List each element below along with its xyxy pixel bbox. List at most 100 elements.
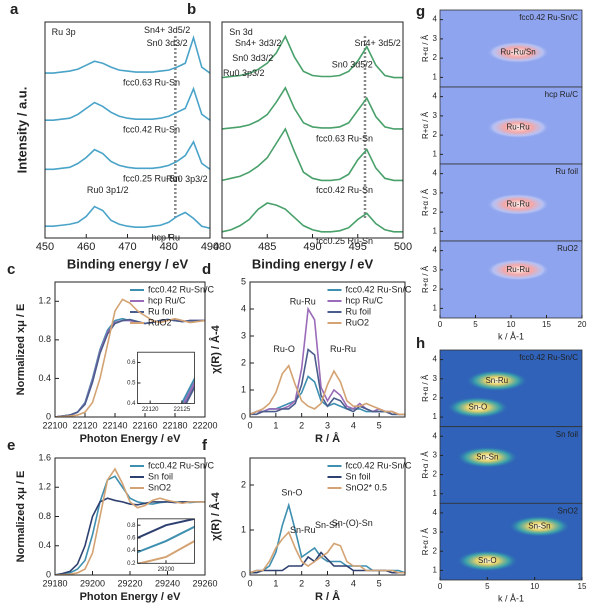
x-tick-label: 1 [273,578,278,588]
inset-x-tick-label: 29200 [158,567,175,573]
annotation: Sn4+ 3d3/2 [235,38,281,48]
y-tick-label: 4 [241,303,246,313]
legend-label: Ru foil [346,306,372,316]
curve-label: fcc0.63 Ru-Sn [123,77,180,87]
map-feature [446,396,510,419]
curve-label: fcc0.25 Ru-Sn [123,174,180,184]
y-tick-label: 3 [433,111,438,120]
y-axis-label: χ(R) / Å-4 [209,324,222,373]
map-feature [486,193,550,216]
annotation: Ru0 3p3/2 [223,68,265,78]
y-tick-label: 4 [433,508,438,517]
y-tick-label: 3 [433,527,438,536]
series-line [222,202,403,233]
plot-frame [54,457,206,576]
annotation: Sn-O [281,487,302,497]
x-tick-label: 5 [377,578,382,588]
annotation: Ru-O [273,344,295,354]
inset-y-tick-label: 0.8 [127,523,136,529]
map-title: fcc0.42 Ru-Sn/C [519,353,578,362]
series-line [45,205,210,229]
y-tick-label: 4 [433,15,438,24]
legend-label: RuO2 [148,317,172,327]
y-axis-label: Normalized xμ / E [15,471,27,563]
map-title: SnO2 [558,506,579,515]
x-tick-label: 2 [299,578,304,588]
map-feature [486,259,550,281]
panel-letter: a [10,1,19,18]
inset-frame [137,518,195,564]
curve-label: fcc0.42 Ru-Sn [316,185,373,195]
y-tick-label: 2 [433,130,438,139]
y-tick-label: 2 [433,546,438,555]
x-axis-label: R / Å [315,432,340,445]
x-tick-label: 29180 [42,578,67,588]
plot-frame [249,281,406,418]
y-tick-label: 1 [433,72,438,81]
x-tick-label: 460 [77,241,95,253]
x-tick-label: 29220 [117,578,142,588]
y-tick-label: 3 [433,188,438,197]
legend-label: fcc0.42 Ru-Sn/C [346,284,413,294]
series-line [222,86,403,130]
annotation: Ru0 3p3/2 [166,174,208,184]
series-line [45,139,210,171]
legend-label: fcc0.42 Ru-Sn/C [148,460,215,470]
x-tick-label: 3 [325,420,330,430]
y-tick-label: 2 [433,207,438,216]
y-axis-label: R+α / Å [421,188,430,216]
x-tick-label: 22180 [162,420,187,430]
x-axis-label: Binding energy / eV [252,256,374,271]
y-axis-label: R+α / Å [421,374,430,402]
y-axis-label: R+α / Å [421,111,430,139]
y-tick-label: 2 [241,357,246,367]
x-tick-label: 1 [273,420,278,430]
x-tick-label: 22120 [72,420,97,430]
y-tick-label: 0.4 [38,540,51,550]
plot-frame [44,21,211,239]
feature-label: Sn-O [469,403,488,412]
legend-label: Sn foil [148,471,173,481]
y-tick-label: 3 [241,330,246,340]
x-tick-label: 29200 [80,578,105,588]
annotation: Sn0 3d3/2 [232,53,273,63]
y-tick-label: 1 [241,384,246,394]
inset-x-tick-label: 22125 [173,407,190,413]
x-axis-label: Photon Energy / eV [80,591,182,603]
y-axis-label: R+α / Å [421,265,430,293]
x-tick-label: 22100 [42,420,67,430]
x-tick-label: 480 [213,241,231,253]
inset-bg [137,352,195,404]
feature-label: Ru-Ru [507,123,530,132]
series-line [250,530,405,574]
panel-letter: g [416,3,425,20]
series-line [55,298,205,417]
y-tick-label: 0 [241,411,246,421]
map-title: Sn foil [556,430,578,439]
x-axis-label: k / Å-1 [498,331,524,341]
x-tick-label: 22200 [192,420,217,430]
x-tick-label: 500 [394,241,412,253]
y-tick-label: 1 [433,412,438,421]
x-tick-label: 5 [485,582,490,591]
x-tick-label: 495 [349,241,367,253]
x-tick-label: 0 [438,582,443,591]
x-tick-label: 22160 [132,420,157,430]
series-line [55,467,205,575]
x-tick-label: 10 [530,582,539,591]
annotation: Sn0 3d3/2 [147,38,188,48]
map-title: Ru foil [555,167,578,176]
x-axis-label: k / Å-1 [498,593,524,603]
x-tick-label: 5 [377,420,382,430]
series-line [55,318,205,417]
map-feature [465,369,529,392]
y-tick-label: 1.2 [38,482,51,492]
x-tick-label: 5 [473,320,478,329]
plot-frame [221,21,404,239]
map-feature [456,550,519,572]
legend-label: Ru foil [148,306,174,316]
y-axis-label: Normalized xμ / E [15,304,27,396]
feature-label: Ru-Ru/Sn [501,47,536,56]
